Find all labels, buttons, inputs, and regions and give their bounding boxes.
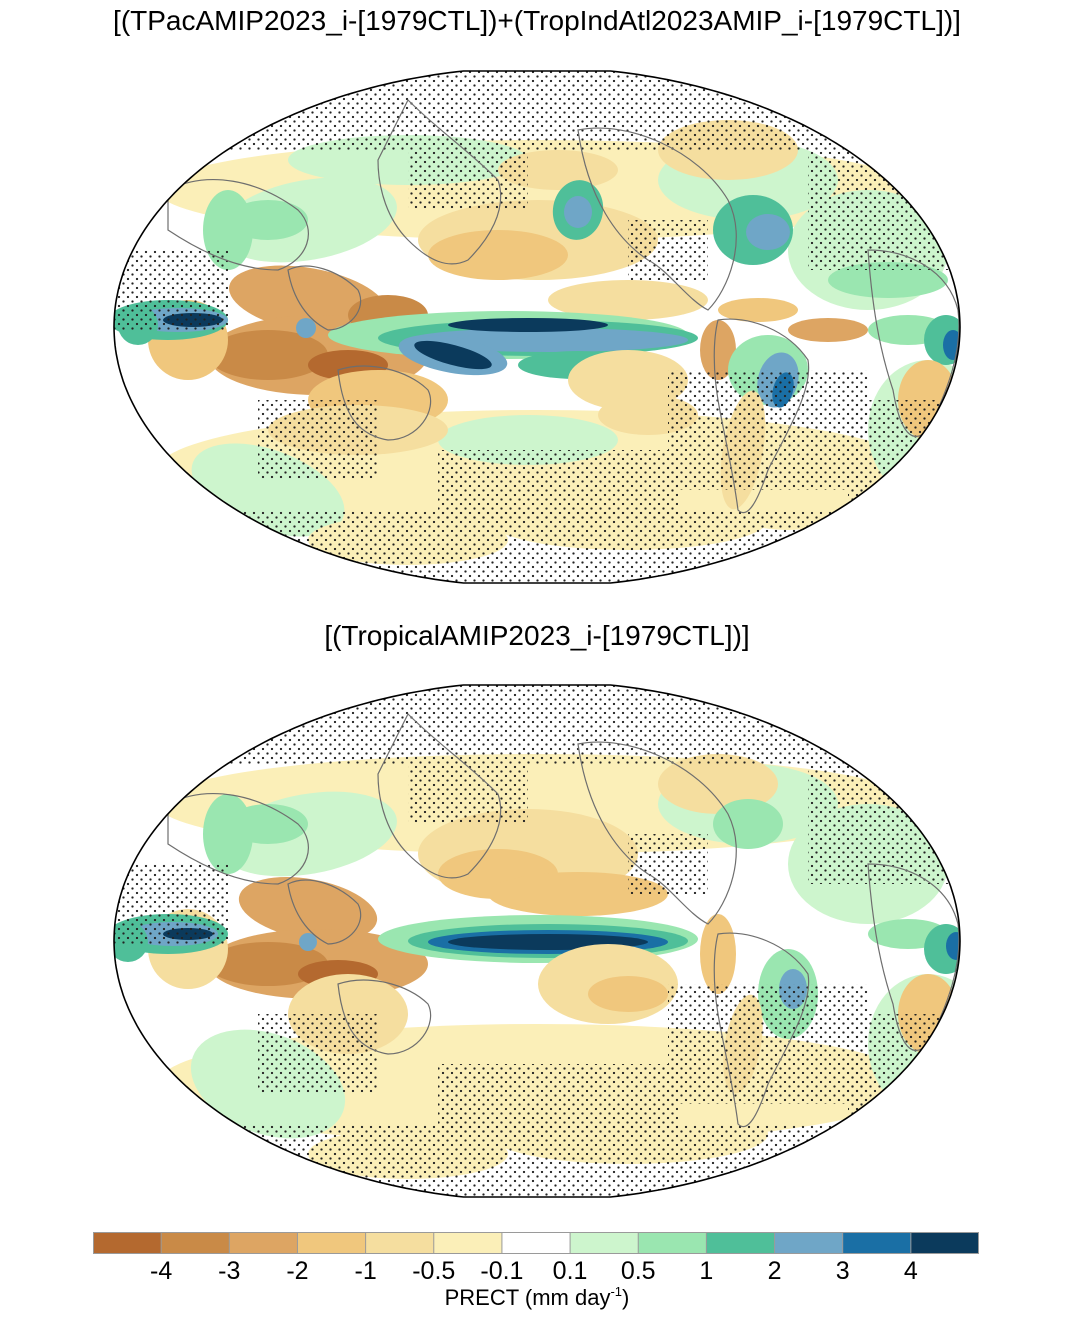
map-frame: [113, 684, 961, 1198]
colorbar-swatch: [501, 1232, 571, 1254]
colorbar-tick-label: -4: [150, 1257, 173, 1285]
coastlines: [167, 712, 960, 1128]
colorbar-swatch: [570, 1232, 639, 1254]
colorbar-tick-label: 4: [903, 1257, 918, 1285]
colorbar-tick-label: -3: [218, 1257, 241, 1285]
map-frame: [113, 70, 961, 584]
colorbar-swatch: [842, 1232, 912, 1254]
colorbar-swatch: [774, 1232, 843, 1254]
colorbar-tick-label: -0.5: [412, 1257, 456, 1285]
colorbar-tick-label: 2: [767, 1257, 782, 1285]
colorbar-swatch: [93, 1232, 162, 1254]
colorbar-label: PRECT (mm day-1): [444, 1284, 630, 1310]
colorbar-tick-label: 3: [835, 1257, 850, 1285]
colorbar-swatch: [161, 1232, 230, 1254]
precip-field: [114, 71, 960, 583]
colorbar-tick-label: 0.5: [620, 1257, 656, 1285]
colorbar: [93, 1232, 979, 1254]
colorbar-tick-label: -1: [354, 1257, 377, 1285]
colorbar-swatch: [297, 1232, 366, 1254]
colorbar-tick-label: 0.1: [552, 1257, 588, 1285]
panel-1-map: [108, 70, 966, 590]
panel-2-map: [108, 684, 966, 1204]
panel-1-title: [(TPacAMIP2023_i-[1979CTL])+(TropIndAtl2…: [113, 5, 961, 36]
colorbar-swatch: [229, 1232, 298, 1254]
colorbar-tick-label: 1: [699, 1257, 714, 1285]
colorbar-tick-label: -0.1: [480, 1257, 524, 1285]
colorbar-swatch: [638, 1232, 707, 1254]
panel-2-title: [(TropicalAMIP2023_i-[1979CTL])]: [324, 620, 750, 651]
colorbar-tick-label: -2: [286, 1257, 309, 1285]
colorbar-swatch: [706, 1232, 775, 1254]
colorbar-swatch: [365, 1232, 435, 1254]
colorbar-frame: [93, 1232, 979, 1254]
colorbar-swatch: [910, 1232, 979, 1254]
colorbar-swatch: [433, 1232, 503, 1254]
precip-field: [114, 685, 960, 1197]
